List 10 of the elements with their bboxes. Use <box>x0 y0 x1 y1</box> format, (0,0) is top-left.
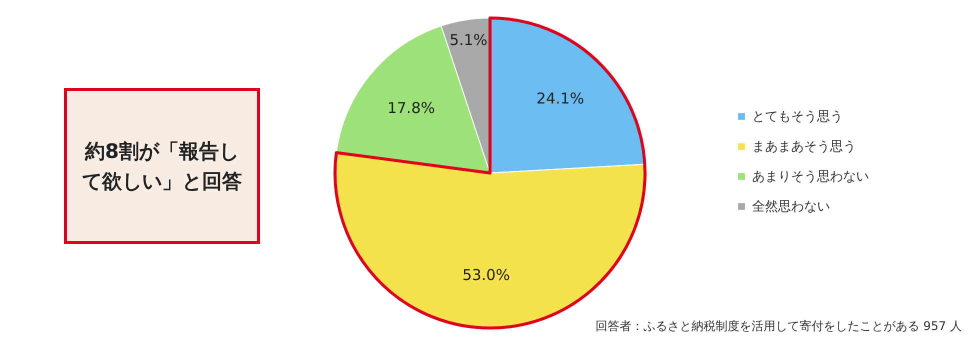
data-label: 53.0% <box>462 266 510 284</box>
legend-label: あまりそう思わない <box>752 170 869 184</box>
text: 回答者：ふるさと納税制度を活用して寄付をしたことがある 957 人 <box>595 318 962 335</box>
legend-label: 全然思わない <box>752 200 830 214</box>
legend-label: とてもそう思う <box>752 110 843 124</box>
legend-label: まあまあそう思う <box>752 140 856 154</box>
data-label: 24.1% <box>536 90 584 108</box>
text: 約8割が「報告して欲しい」と回答 <box>64 88 260 244</box>
data-label: 5.1% <box>449 30 488 49</box>
data-label: 17.8% <box>387 98 436 117</box>
